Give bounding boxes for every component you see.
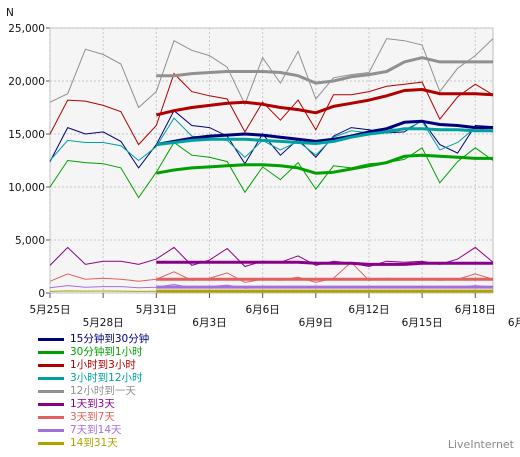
y-axis-label: N — [6, 7, 14, 19]
legend-swatch — [38, 377, 64, 380]
legend-item: 3小时到12小时 — [38, 372, 149, 385]
x-tick-label: 6月21日 — [508, 317, 520, 329]
legend-item: 15分钟到30分钟 — [38, 333, 149, 346]
series-3-trend-line — [155, 88, 494, 117]
legend-swatch — [38, 403, 64, 406]
x-tick-label: 5月31日 — [136, 304, 177, 316]
brand-label: LiveInternet — [447, 438, 514, 451]
x-tick-label: 6月12日 — [348, 304, 389, 316]
line-chart: 0 5,000 10,000 15,000 20,000 25,000 5月25日 5月31… — [6, 7, 520, 329]
legend-label: 14到31天 — [70, 437, 118, 449]
series-5-daily-line — [49, 38, 494, 109]
legend-item: 30分钟到1小时 — [38, 346, 149, 359]
legend-item: 12小时到一天 — [38, 385, 149, 398]
legend-label: 30分钟到1小时 — [70, 346, 143, 358]
y-tick-label: 25,000 — [8, 23, 45, 35]
legend-swatch — [38, 416, 64, 419]
x-tick-label: 6月15日 — [402, 317, 443, 329]
legend-item: 1天到3天 — [38, 398, 149, 411]
legend-label: 3天到7天 — [70, 411, 115, 423]
legend-item: 3天到7天 — [38, 411, 149, 424]
legend: 15分钟到30分钟 30分钟到1小时 1小时到3小时 3小时到12小时 12小时到一天 1… — [38, 333, 149, 450]
legend-item: 1小时到3小时 — [38, 359, 149, 372]
y-tick-label: 15,000 — [8, 129, 45, 141]
legend-item: 7天到14天 — [38, 424, 149, 437]
legend-swatch — [38, 429, 64, 432]
legend-item: 14到31天 — [38, 437, 149, 450]
legend-label: 1小时到3小时 — [70, 359, 136, 371]
x-tick-label: 5月25日 — [29, 304, 70, 316]
series-1-trend-line — [156, 119, 493, 147]
y-tick-label: 5,000 — [15, 235, 45, 247]
legend-label: 15分钟到30分钟 — [70, 333, 150, 345]
y-axis-ticks: 0 5,000 10,000 15,000 20,000 25,000 — [8, 23, 45, 300]
series-4-trend-line — [156, 127, 493, 147]
series-3-daily-line — [49, 72, 494, 146]
y-tick-label: 10,000 — [8, 182, 45, 194]
legend-label: 12小时到一天 — [70, 385, 136, 397]
series-2-trend-line — [156, 153, 493, 175]
legend-swatch — [38, 338, 64, 341]
x-tick-label: 5月28日 — [83, 317, 124, 329]
x-tick-label: 6月6日 — [245, 304, 279, 316]
x-axis-ticks: 5月25日5月31日6月6日6月12日6月18日6月24日5月28日6月3日6月… — [29, 304, 520, 329]
legend-label: 7天到14天 — [70, 424, 122, 436]
y-tick-label: 0 — [38, 288, 45, 300]
legend-swatch — [38, 442, 64, 445]
x-tick-label: 6月3日 — [192, 317, 226, 329]
series-6-trend-line — [156, 260, 493, 266]
x-tick-label: 6月18日 — [455, 304, 496, 316]
plot-area — [49, 27, 494, 294]
legend-label: 3小时到12小时 — [70, 372, 143, 384]
x-tick-label: 6月9日 — [299, 317, 333, 329]
y-tick-label: 20,000 — [8, 76, 45, 88]
legend-label: 1天到3天 — [70, 398, 115, 410]
series-2-daily-line — [49, 141, 494, 199]
legend-swatch — [38, 390, 64, 393]
series-lines — [49, 38, 494, 293]
series-5-trend-line — [156, 56, 493, 85]
legend-swatch — [38, 351, 64, 354]
legend-swatch — [38, 364, 64, 367]
